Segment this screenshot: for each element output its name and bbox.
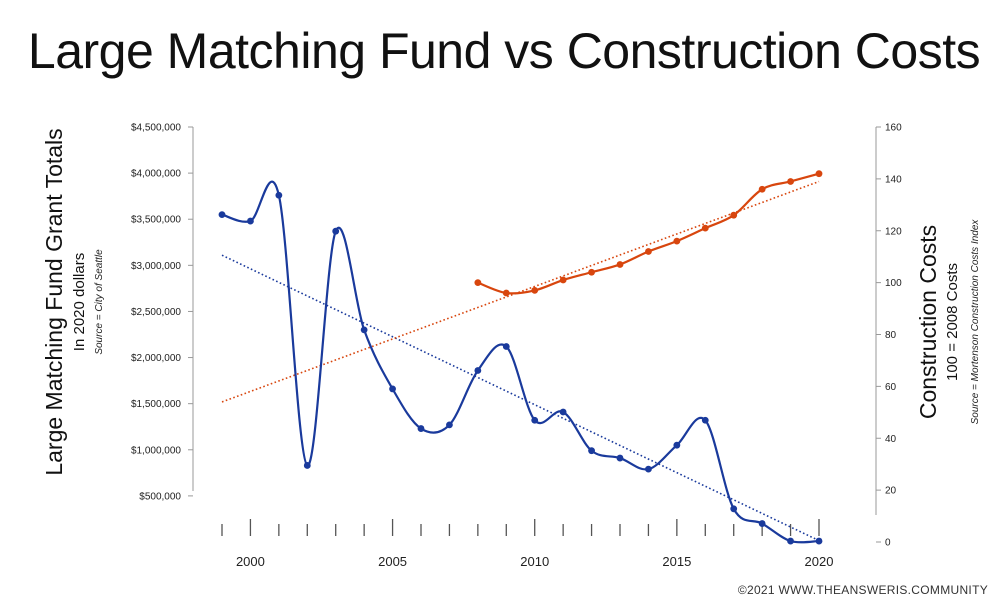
x-tick-label: 2010	[520, 554, 549, 569]
left-axis-ticks: $500,000 $1,000,000 $1,500,000 $2,000,000 $2…	[131, 123, 193, 502]
right-axis-subtitle: 100 = 2008 Costs	[944, 263, 961, 381]
data-point-left	[218, 211, 226, 219]
right-tick-label: 80	[885, 330, 897, 341]
x-tick-label: 2015	[662, 554, 691, 569]
data-point-left	[730, 505, 738, 513]
left-tick-label: $2,500,000	[131, 307, 181, 318]
series-line-right	[477, 172, 820, 295]
data-point-right	[815, 170, 823, 178]
right-tick-label: 120	[885, 226, 902, 237]
data-point-right	[673, 237, 681, 245]
right-axis-ticks: 0 20 40 60 80 100 120 140 160	[876, 123, 902, 549]
data-point-left	[275, 191, 283, 199]
right-axis-labels: Construction Costs 100 = 2008 Costs Sour…	[915, 219, 981, 425]
data-point-left	[531, 416, 539, 424]
left-axis-subtitle: In 2020 dollars	[71, 253, 88, 351]
left-axis-title: Large Matching Fund Grant Totals	[41, 128, 67, 475]
x-tick-label: 2000	[236, 554, 265, 569]
data-point-right	[758, 185, 766, 193]
data-point-left	[502, 343, 510, 350]
x-axis-ticks	[221, 519, 820, 536]
chart-title: Large Matching Fund vs Construction Cost…	[27, 23, 981, 79]
data-point-right	[559, 276, 567, 284]
data-point-left	[332, 227, 340, 235]
data-point-left	[815, 537, 823, 545]
x-tick-label: 2005	[378, 554, 407, 569]
right-tick-label: 20	[885, 486, 897, 497]
right-tick-label: 60	[885, 382, 897, 393]
x-tick-label: 2020	[805, 554, 834, 569]
data-point-left	[645, 465, 652, 473]
x-axis-tick-labels: 2000 2005 2010 2015 2020	[236, 554, 833, 569]
data-point-right	[730, 211, 738, 219]
right-axis-source: Source = Mortenson Construction Costs In…	[970, 219, 981, 425]
data-point-left	[247, 217, 254, 225]
data-point-left	[787, 537, 794, 545]
data-point-right	[531, 287, 539, 294]
data-point-left	[389, 385, 396, 393]
left-tick-label: $4,000,000	[131, 169, 181, 180]
data-point-left	[673, 441, 681, 449]
left-tick-label: $3,000,000	[131, 261, 181, 272]
data-point-right	[588, 268, 595, 276]
left-tick-label: $2,000,000	[131, 353, 181, 364]
right-tick-label: 0	[885, 538, 891, 549]
left-axis-source: Source = City of Seattle	[94, 249, 105, 355]
series-line-left	[221, 180, 820, 544]
data-point-left	[701, 416, 709, 424]
trendlines	[221, 180, 820, 542]
data-point-left	[303, 462, 311, 469]
right-tick-label: 160	[885, 123, 902, 134]
data-point-left	[474, 367, 482, 374]
data-point-right	[645, 248, 652, 255]
data-point-left	[446, 421, 453, 429]
left-tick-label: $4,500,000	[131, 123, 181, 134]
right-tick-label: 100	[885, 278, 902, 289]
left-tick-label: $500,000	[139, 491, 181, 502]
data-point-left	[758, 520, 766, 527]
right-tick-label: 140	[885, 174, 902, 185]
left-axis-labels: Large Matching Fund Grant Totals In 2020…	[41, 128, 105, 475]
data-point-left	[417, 425, 425, 432]
data-point-right	[502, 289, 510, 297]
data-point-right	[787, 178, 794, 185]
right-axis-title: Construction Costs	[915, 225, 941, 419]
data-point-left	[360, 326, 368, 334]
data-point-left	[559, 408, 567, 416]
data-point-right	[474, 279, 482, 287]
trendline-right	[221, 180, 820, 403]
data-point-left	[588, 447, 595, 455]
series-points	[218, 170, 823, 545]
data-point-left	[616, 454, 624, 462]
data-point-right	[701, 224, 709, 232]
left-tick-label: $1,500,000	[131, 399, 181, 410]
right-tick-label: 40	[885, 434, 897, 445]
left-tick-label: $1,000,000	[131, 445, 181, 456]
left-tick-label: $3,500,000	[131, 215, 181, 226]
copyright-text: ©2021 WWW.THEANSWERIS.COMMUNITY	[737, 583, 988, 597]
series-lines	[221, 172, 820, 544]
data-point-right	[616, 261, 624, 268]
